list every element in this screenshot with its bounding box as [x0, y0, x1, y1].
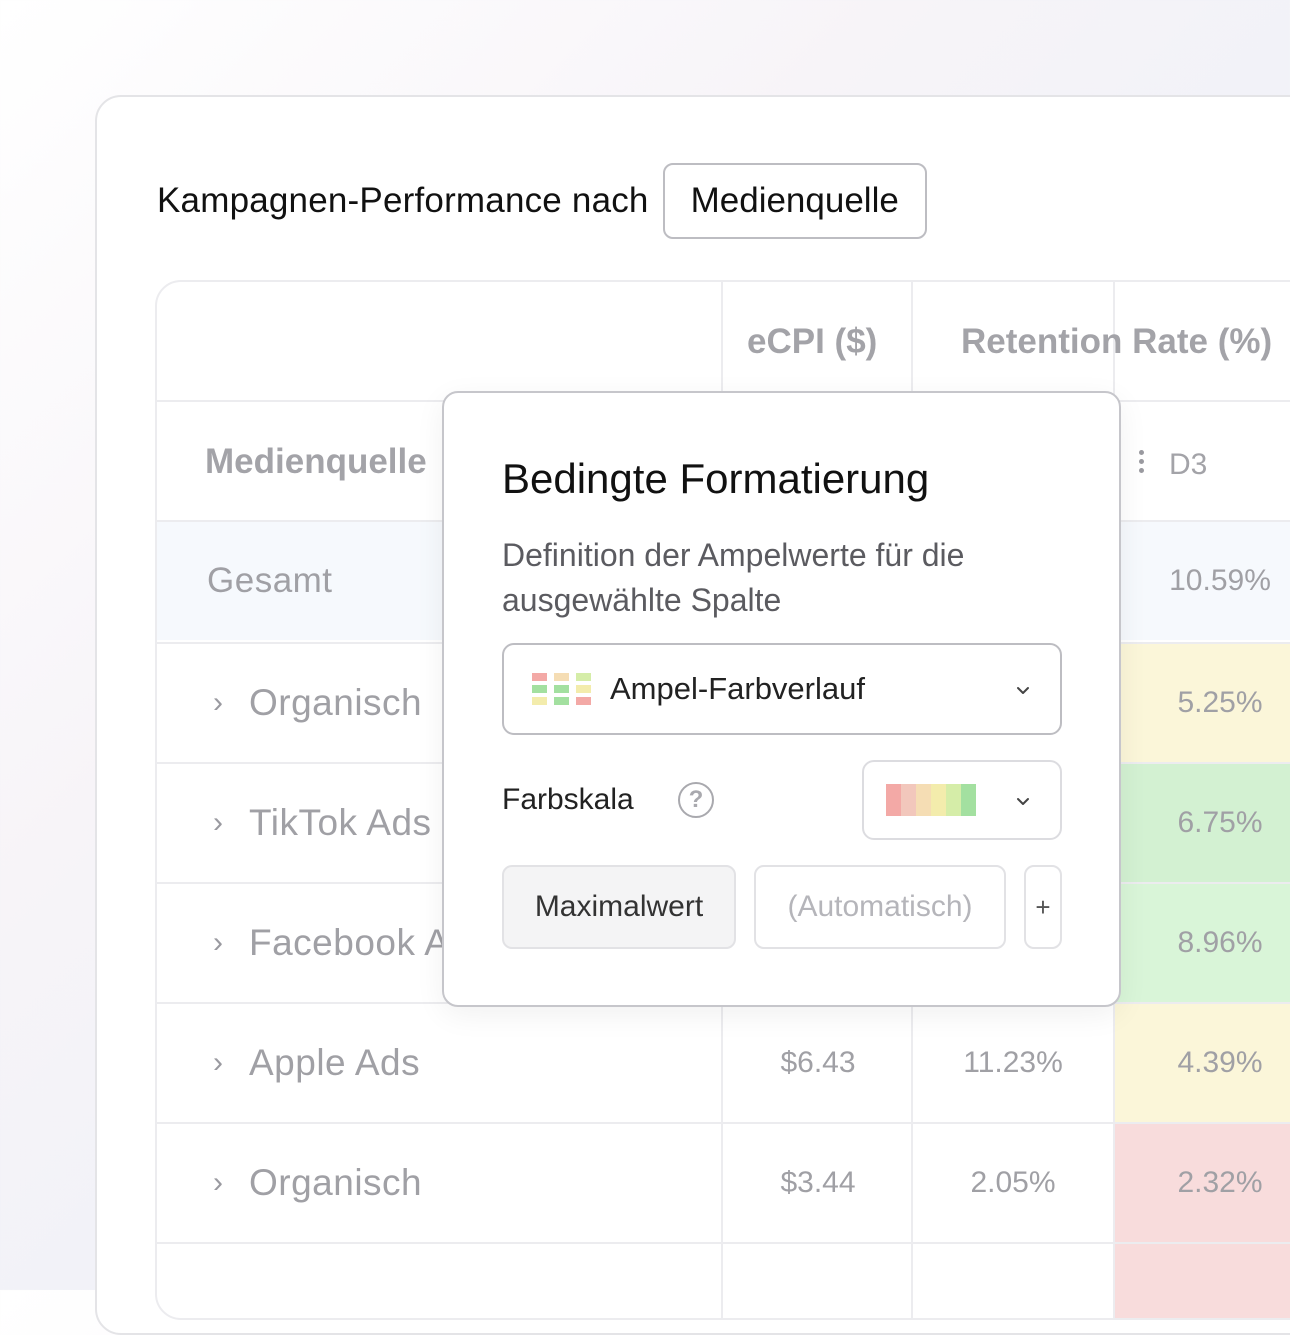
expand-chevron-icon[interactable]: ›: [213, 1046, 223, 1079]
popover-description: Definition der Ampelwerte für die ausgew…: [502, 537, 965, 618]
table-row[interactable]: › Facebook Ads 8.96%: [157, 884, 1290, 1002]
expand-chevron-icon[interactable]: ›: [213, 686, 223, 719]
auto-value-input[interactable]: (Automatisch): [754, 865, 1006, 949]
color-scale-select[interactable]: [862, 760, 1062, 840]
table-row[interactable]: › Apple Ads $6.43 11.23% 4.39%: [157, 1004, 1290, 1122]
header-medienquelle[interactable]: Medienquelle: [205, 442, 427, 481]
d3-cell: [1115, 1244, 1290, 1318]
table-row[interactable]: › Organisch 5.25%: [157, 644, 1290, 762]
d3-cell: 5.25%: [1115, 644, 1290, 762]
d3-cell: 2.32%: [1115, 1124, 1290, 1242]
header-ecpi[interactable]: eCPI ($): [747, 322, 878, 361]
max-value-button[interactable]: Maximalwert: [502, 865, 736, 949]
expand-chevron-icon[interactable]: ›: [213, 1166, 223, 1199]
header-retention-rate[interactable]: Retention Rate (%): [961, 322, 1273, 361]
row-divider: [157, 1242, 1290, 1244]
chevron-down-icon[interactable]: [1016, 794, 1030, 808]
expand-chevron-icon[interactable]: ›: [213, 926, 223, 959]
table-row[interactable]: › TikTok Ads 6.75%: [157, 764, 1290, 882]
add-button[interactable]: +: [1024, 865, 1062, 949]
ecpi-cell: $3.44: [780, 1166, 856, 1199]
group-by-button[interactable]: Medienquelle: [662, 163, 927, 239]
total-d3-value: 10.59%: [1169, 564, 1271, 597]
color-scale-label: Farbskala: [502, 783, 634, 816]
d3-cell: 8.96%: [1115, 884, 1290, 1002]
format-type-select[interactable]: Ampel-Farbverlauf: [502, 643, 1062, 735]
help-icon[interactable]: ?: [678, 782, 714, 818]
total-label: Gesamt: [207, 561, 333, 600]
d3-cell: 6.75%: [1115, 764, 1290, 882]
popover-title: Bedingte Formatierung: [502, 455, 930, 502]
format-type-label: Ampel-Farbverlauf: [610, 671, 865, 706]
row-divider: [157, 1122, 1290, 1124]
table-row: [157, 1244, 1290, 1318]
source-name: TikTok Ads: [249, 802, 432, 843]
retention-cell: 11.23%: [963, 1046, 1063, 1079]
retention-cell: 2.05%: [970, 1166, 1056, 1199]
ecpi-cell: $6.43: [780, 1046, 856, 1079]
source-name: Organisch: [249, 1162, 423, 1203]
traffic-light-grid-icon: [532, 673, 592, 707]
expand-chevron-icon[interactable]: ›: [213, 806, 223, 839]
color-scale-preview: [886, 784, 976, 816]
d3-cell: 4.39%: [1115, 1004, 1290, 1122]
chevron-down-icon[interactable]: [1016, 683, 1030, 697]
conditional-formatting-popover: Bedingte Formatierung Definition der Amp…: [442, 391, 1121, 1007]
source-name: Organisch: [249, 682, 423, 723]
page-title: Kampagnen-Performance nach: [157, 181, 649, 220]
source-name: Apple Ads: [249, 1042, 421, 1083]
report-heading: Kampagnen-Performance nach Medienquelle: [157, 161, 927, 241]
column-menu-icon[interactable]: [1139, 450, 1145, 477]
table-row[interactable]: › Organisch $3.44 2.05% 2.32%: [157, 1124, 1290, 1242]
header-d3[interactable]: D3: [1169, 448, 1208, 481]
